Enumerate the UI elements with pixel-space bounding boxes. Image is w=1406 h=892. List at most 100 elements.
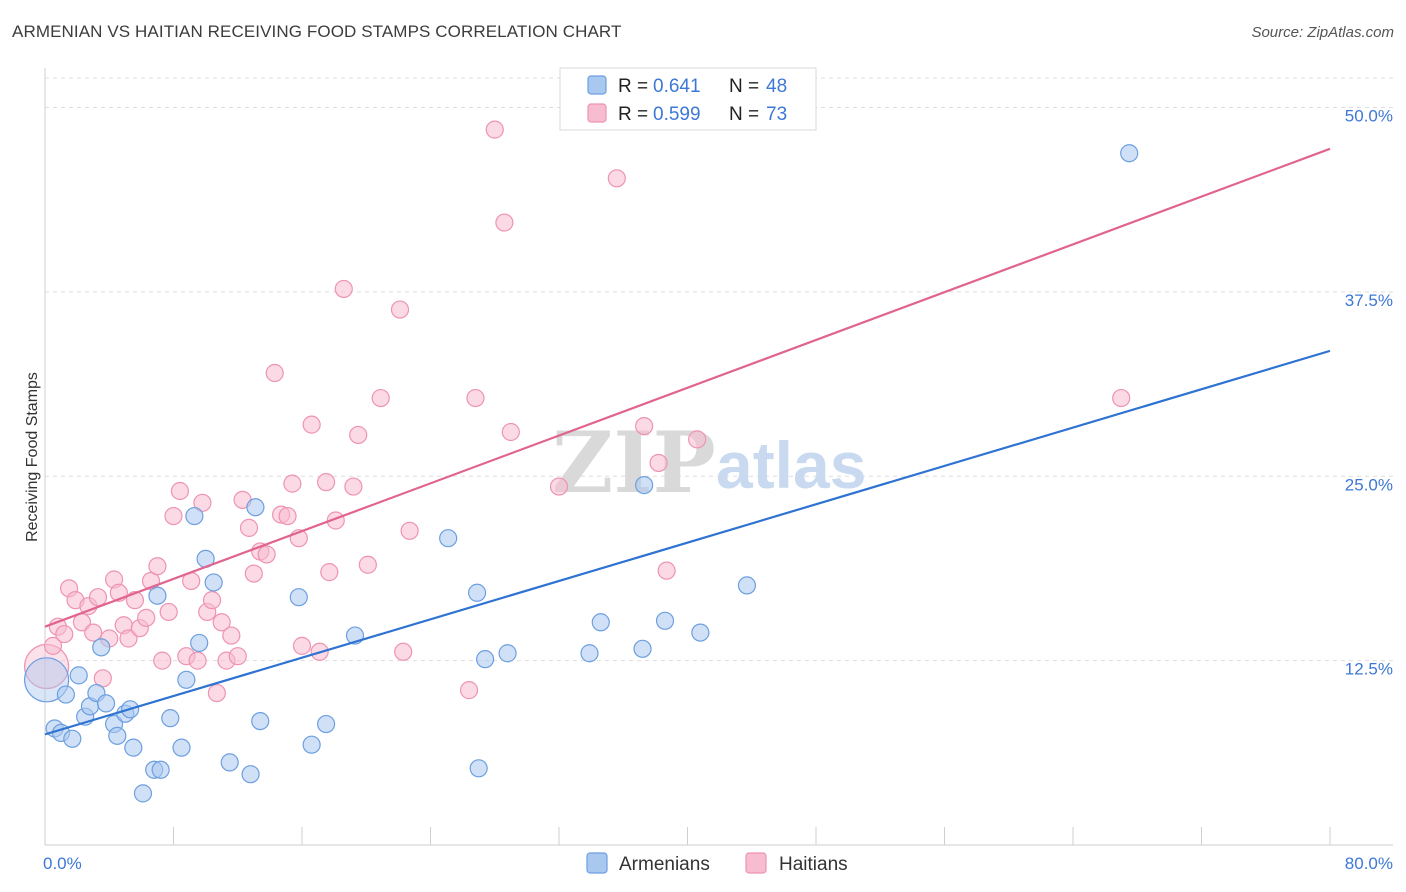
armenian-point-41: [591, 613, 610, 632]
haitian-point-35: [228, 647, 247, 666]
legend-r-label-haitians: R =: [618, 104, 648, 125]
haitian-point-20: [148, 557, 167, 576]
chart-title: ARMENIAN VS HAITIAN RECEIVING FOOD STAMP…: [12, 22, 622, 41]
haitian-point-71: [1112, 388, 1131, 408]
haitian-point-61: [466, 388, 485, 408]
haitian-point-38: [244, 564, 263, 583]
armenian-point-10: [96, 694, 116, 713]
haitian-point-66: [607, 169, 626, 188]
haitian-point-32: [212, 613, 231, 632]
armenian-point-44: [655, 611, 675, 630]
haitian-point-52: [334, 279, 353, 299]
haitian-point-23: [164, 506, 183, 526]
x-tick-label-min: 0.0%: [43, 854, 82, 873]
haitian-point-47: [302, 415, 321, 434]
haitian-point-24: [170, 481, 190, 501]
haitian-point-60: [459, 681, 479, 700]
haitian-point-57: [390, 300, 410, 319]
haitian-point-8: [84, 623, 103, 642]
haitian-point-9: [88, 588, 108, 607]
armenian-point-30: [251, 711, 270, 731]
armenian-point-40: [580, 644, 599, 663]
haitians-points: [24, 120, 1131, 703]
legend-r-label-armenians: R =: [618, 76, 648, 97]
haitian-point-58: [394, 642, 413, 661]
haitian-point-30: [202, 591, 222, 610]
haitian-point-62: [485, 120, 504, 139]
armenian-point-5: [69, 666, 88, 685]
armenian-point-20: [161, 709, 180, 728]
armenian-point-12: [108, 726, 127, 745]
watermark-zip: ZIP: [552, 413, 716, 512]
haitian-point-70: [688, 430, 707, 449]
armenian-point-38: [476, 650, 495, 669]
legend-n-value-armenians: 48: [766, 76, 787, 97]
haitian-point-46: [292, 636, 312, 655]
bottom-legend-swatch-haitians: [745, 852, 767, 874]
bottom-legend-armenians: Armenians: [619, 854, 710, 875]
haitian-point-55: [358, 555, 377, 574]
haitians-trendline: [44, 147, 1331, 628]
source-label: Source: ZipAtlas.com: [1251, 24, 1394, 41]
armenian-point-27: [220, 753, 239, 772]
haitian-point-63: [495, 213, 514, 232]
armenian-point-19: [148, 586, 167, 605]
haitian-point-65: [549, 477, 569, 496]
armenian-point-15: [124, 738, 143, 757]
armenian-point-39: [498, 644, 517, 663]
legend-r-value-haitians: 0.599: [653, 104, 701, 125]
haitian-point-28: [193, 493, 212, 512]
armenian-point-42: [633, 639, 652, 658]
armenian-point-35: [439, 529, 458, 548]
haitian-point-31: [207, 683, 226, 703]
legend-swatch-armenians: [587, 75, 607, 95]
legend-swatch-haitians: [587, 103, 607, 123]
haitian-point-56: [371, 388, 390, 408]
legend-r-value-armenians: 0.641: [653, 76, 701, 97]
armenian-point-32: [302, 735, 321, 754]
haitian-point-15: [119, 629, 138, 648]
y-tick-label-1: 25.0%: [1345, 475, 1393, 494]
haitian-point-69: [657, 561, 676, 580]
armenian-point-28: [241, 765, 260, 784]
haitian-point-43: [278, 506, 297, 526]
armenian-point-29: [246, 498, 265, 517]
haitian-point-18: [137, 608, 156, 627]
haitian-point-21: [153, 651, 172, 670]
armenian-point-9: [92, 638, 111, 657]
bottom-legend: Armenians Haitians: [586, 852, 848, 875]
haitian-point-27: [188, 651, 207, 670]
bottom-legend-swatch-armenians: [586, 852, 608, 874]
haitian-point-3: [55, 624, 74, 644]
armenian-point-45: [691, 623, 710, 642]
haitian-point-22: [159, 602, 178, 622]
axes: [44, 68, 1393, 846]
armenian-point-31: [289, 588, 308, 607]
armenian-point-33: [316, 714, 336, 734]
armenian-point-43: [635, 476, 654, 495]
y-axis-label: Receiving Food Stamps: [24, 372, 41, 542]
haitian-point-54: [349, 425, 368, 445]
watermark-atlas: atlas: [716, 428, 866, 502]
haitian-point-34: [222, 626, 241, 645]
armenian-point-36: [467, 583, 487, 602]
haitian-point-59: [400, 521, 419, 540]
armenian-point-26: [204, 573, 223, 592]
y-tick-label-0: 12.5%: [1345, 660, 1393, 679]
trendlines: [44, 147, 1331, 736]
armenian-point-21: [172, 738, 191, 757]
armenian-point-4: [56, 685, 75, 704]
legend-n-label-haitians: N =: [729, 104, 759, 125]
legend-n-label-armenians: N =: [729, 76, 759, 97]
y-tick-labels: 12.5% 25.0% 37.5% 50.0%: [1345, 107, 1393, 679]
y-tick-label-2: 37.5%: [1345, 291, 1393, 310]
armenians-trendline: [44, 349, 1331, 736]
haitian-point-50: [320, 563, 339, 582]
haitian-point-64: [501, 422, 520, 442]
armenian-point-37: [469, 759, 488, 778]
watermark: ZIP atlas: [552, 413, 866, 512]
haitian-point-67: [635, 417, 654, 436]
armenian-point-24: [190, 633, 209, 653]
x-tick-label-max: 80.0%: [1345, 854, 1393, 873]
